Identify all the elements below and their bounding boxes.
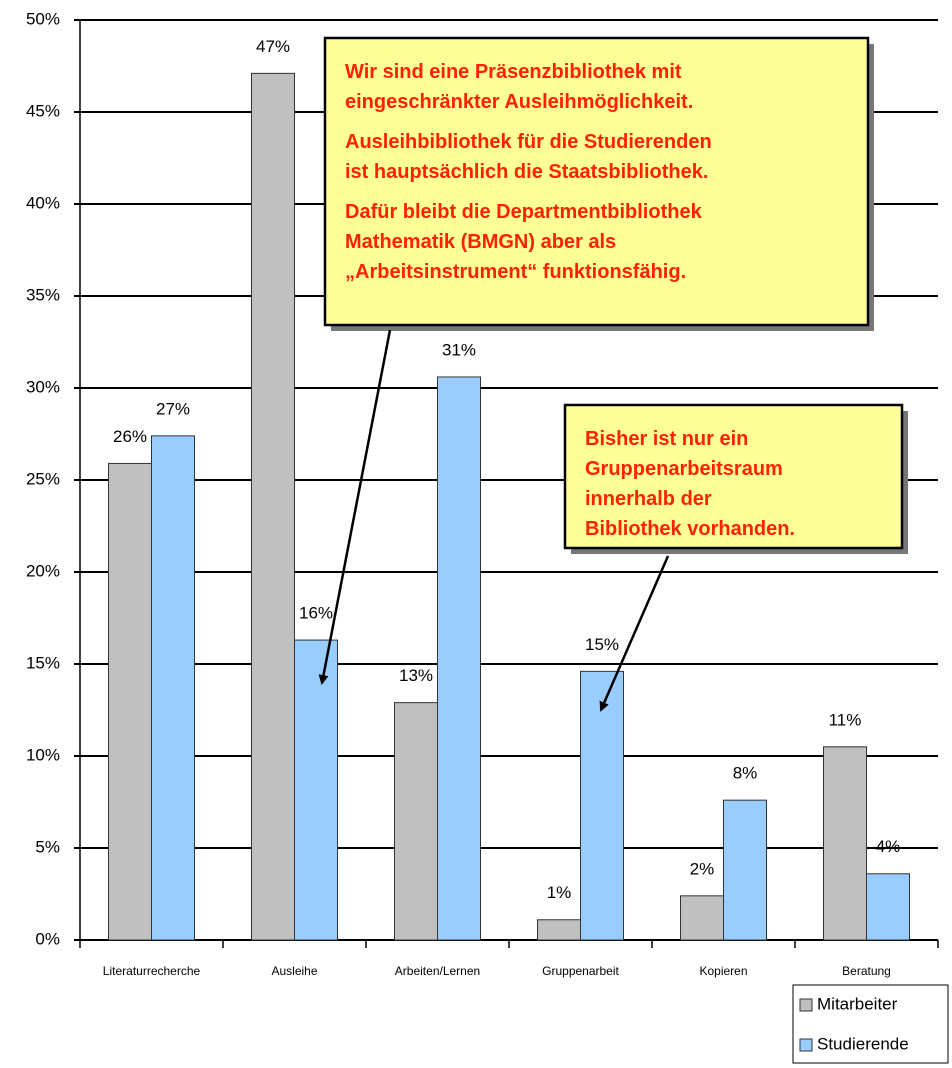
data-label: 27%: [156, 399, 190, 418]
legend-box: [792, 984, 949, 1064]
annotation-arrow: [318, 329, 392, 685]
y-tick-label: 40%: [26, 193, 60, 212]
data-label: 2%: [690, 859, 715, 878]
data-label: 11%: [829, 710, 862, 729]
x-tick-label: Beratung: [842, 964, 891, 978]
y-tick-label: 10%: [26, 745, 60, 764]
annotation-box: [563, 403, 904, 550]
annotation-text: Bisher ist nur ein: [585, 428, 748, 450]
bar: [394, 702, 438, 941]
data-label: 31%: [442, 340, 476, 359]
x-tick-label: Kopieren: [699, 964, 747, 978]
bar: [437, 376, 481, 941]
annotation-text: „Arbeitsinstrument“ funktionsfähig.: [345, 261, 686, 283]
bars: 26% 27% 47% 16% 13% 31% 1% 15% 2% 8% 11% 4%: [108, 37, 910, 941]
data-label: 15%: [585, 635, 619, 654]
y-tick-label: 20%: [26, 561, 60, 580]
legend-label: Studierende: [817, 1034, 909, 1053]
annotation-text: Ausleihbibliothek für die Studierenden: [345, 131, 712, 153]
y-tick-label: 5%: [35, 837, 60, 856]
data-label: 16%: [299, 604, 333, 623]
y-tick-label: 45%: [26, 101, 60, 120]
bar: [294, 639, 338, 941]
data-label: 4%: [876, 837, 901, 856]
y-tick-label: 0%: [35, 929, 60, 948]
annotations: Wir sind eine Präsenzbibliothek mit einge…: [318, 36, 908, 712]
bar: [580, 670, 624, 941]
annotation-text: ist hauptsächlich die Staatsbibliothek.: [345, 161, 708, 183]
data-label: 8%: [733, 764, 758, 783]
data-label: 1%: [547, 883, 572, 902]
annotation-arrow: [599, 555, 670, 712]
x-tick-label: Literaturrecherche: [103, 964, 201, 978]
x-tick-label: Arbeiten/Lernen: [395, 964, 480, 978]
annotation-text: Dafür bleibt die Departmentbibliothek: [345, 201, 703, 223]
data-label: 47%: [256, 37, 290, 56]
y-tick-label: 35%: [26, 285, 60, 304]
data-label: 13%: [399, 666, 433, 685]
annotation-text: Mathematik (BMGN) aber als: [345, 231, 616, 253]
data-label: 26%: [113, 427, 147, 446]
annotation-text: innerhalb der: [585, 488, 712, 510]
bar: [866, 873, 910, 941]
legend-swatch: [799, 998, 813, 1012]
annotation-text: eingeschränkter Ausleihmöglichkeit.: [345, 91, 693, 113]
y-tick-label: 15%: [26, 653, 60, 672]
legend-swatch: [799, 1038, 813, 1052]
annotation-text: Gruppenarbeitsraum: [585, 458, 783, 480]
x-tick-label: Gruppenarbeit: [542, 964, 619, 978]
annotation-text: Bibliothek vorhanden.: [585, 518, 795, 540]
annotation-box: [323, 36, 870, 327]
bar: [108, 462, 152, 941]
bar: [680, 895, 724, 941]
legend-label: Mitarbeiter: [817, 994, 898, 1013]
y-tick-label: 30%: [26, 377, 60, 396]
bar: [723, 799, 767, 941]
y-tick-label: 25%: [26, 469, 60, 488]
y-tick-label: 50%: [26, 9, 60, 28]
bar: [151, 435, 195, 941]
bar: [251, 72, 295, 941]
bar: [537, 919, 581, 941]
annotation-text: Wir sind eine Präsenzbibliothek mit: [345, 61, 682, 83]
bar: [823, 746, 867, 941]
x-tick-label: Ausleihe: [271, 964, 317, 978]
